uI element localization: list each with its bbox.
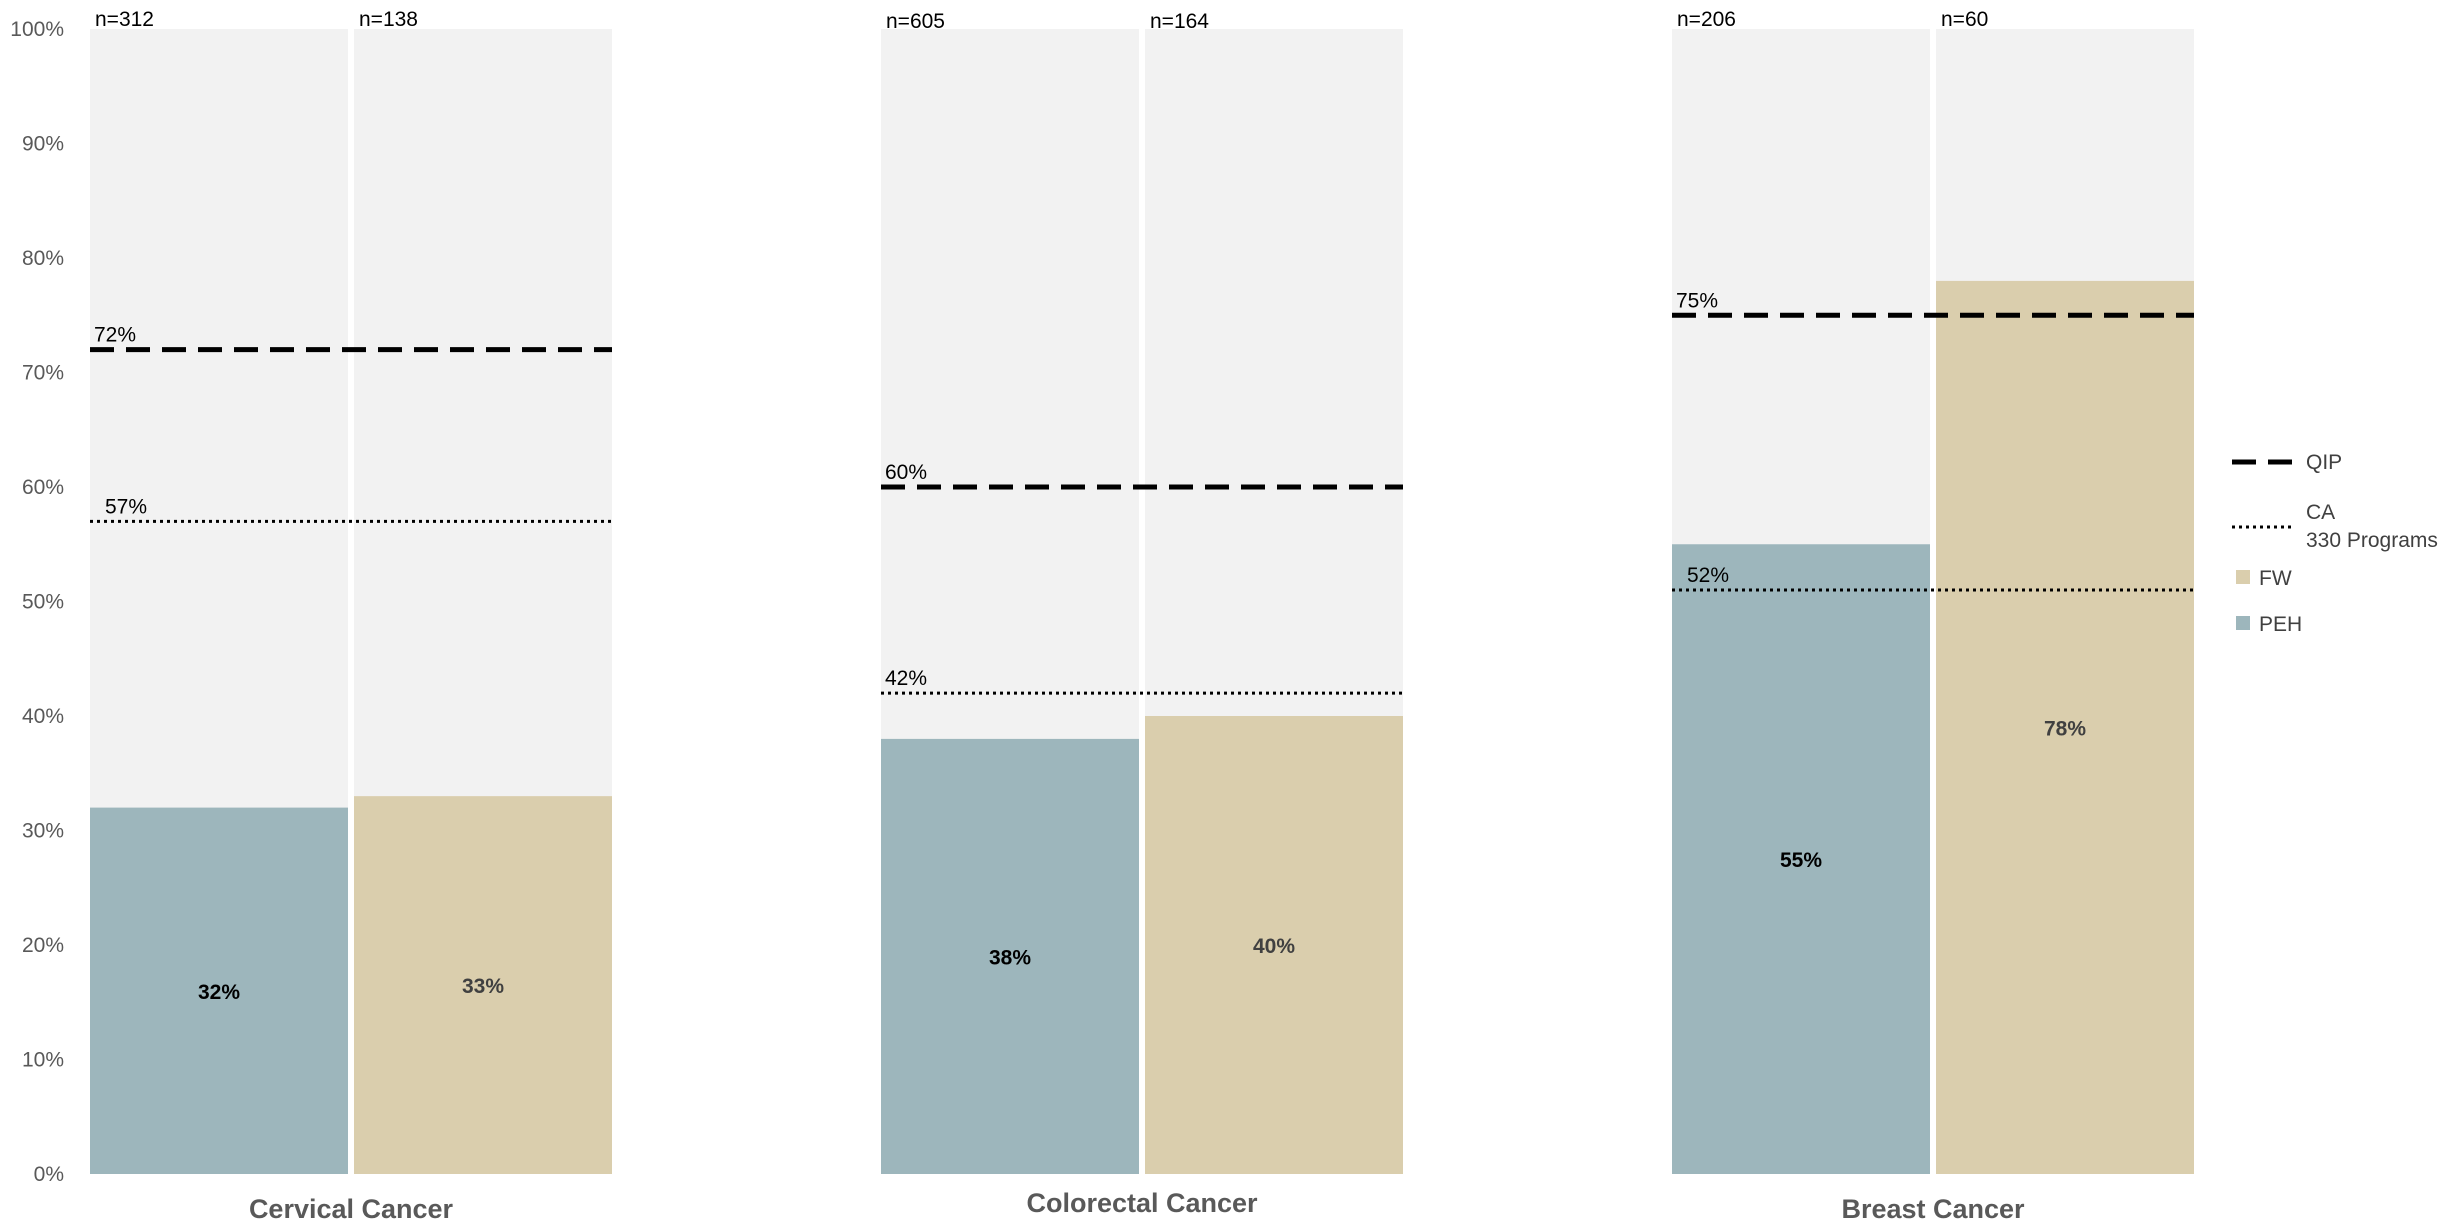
y-tick-label: 60% xyxy=(22,476,64,499)
bar-fw xyxy=(1936,280,2194,1174)
y-tick-label: 50% xyxy=(22,591,64,614)
y-tick-label: 40% xyxy=(22,705,64,728)
legend-peh-swatch xyxy=(2236,616,2250,630)
y-tick-label: 30% xyxy=(22,820,64,843)
reference-value-label: 52% xyxy=(1687,564,1729,587)
sample-size-label: n=312 xyxy=(95,8,154,31)
bar-value-label: 32% xyxy=(198,981,240,1004)
category-label: Colorectal Cancer xyxy=(1026,1188,1258,1218)
category-label: Breast Cancer xyxy=(1841,1194,2025,1224)
bar-peh xyxy=(1672,544,1930,1174)
sample-size-label: n=164 xyxy=(1150,10,1209,33)
category-label: Cervical Cancer xyxy=(249,1194,454,1224)
bar-peh xyxy=(881,738,1139,1174)
bar-fw xyxy=(354,796,612,1174)
bar-value-label: 38% xyxy=(989,946,1031,969)
sample-size-label: n=605 xyxy=(886,10,945,33)
reference-value-label: 42% xyxy=(885,667,927,690)
sample-size-label: n=206 xyxy=(1677,8,1736,31)
bar-fw xyxy=(1145,716,1403,1174)
bar-value-label: 78% xyxy=(2044,717,2086,740)
bar-value-label: 40% xyxy=(1253,935,1295,958)
reference-value-label: 75% xyxy=(1676,289,1718,312)
y-tick-label: 100% xyxy=(10,18,64,41)
legend-qip-label: QIP xyxy=(2306,451,2342,474)
bar-value-label: 55% xyxy=(1780,849,1822,872)
sample-size-label: n=60 xyxy=(1941,8,1988,31)
reference-value-label: 57% xyxy=(105,495,147,518)
reference-value-label: 72% xyxy=(94,324,136,347)
y-tick-label: 80% xyxy=(22,247,64,270)
legend-fw-label: FW xyxy=(2259,567,2292,590)
bar-value-label: 33% xyxy=(462,975,504,998)
y-tick-label: 20% xyxy=(22,934,64,957)
reference-value-label: 60% xyxy=(885,461,927,484)
legend-fw-swatch xyxy=(2236,570,2250,584)
y-tick-label: 10% xyxy=(22,1049,64,1072)
y-tick-label: 70% xyxy=(22,362,64,385)
sample-size-label: n=138 xyxy=(359,8,418,31)
legend-peh-label: PEH xyxy=(2259,613,2302,636)
y-tick-label: 90% xyxy=(22,133,64,156)
y-tick-label: 0% xyxy=(34,1163,64,1186)
legend-ca-label: CA xyxy=(2306,501,2335,524)
legend-ca-label: 330 Programs xyxy=(2306,529,2438,552)
bar-peh xyxy=(90,807,348,1174)
